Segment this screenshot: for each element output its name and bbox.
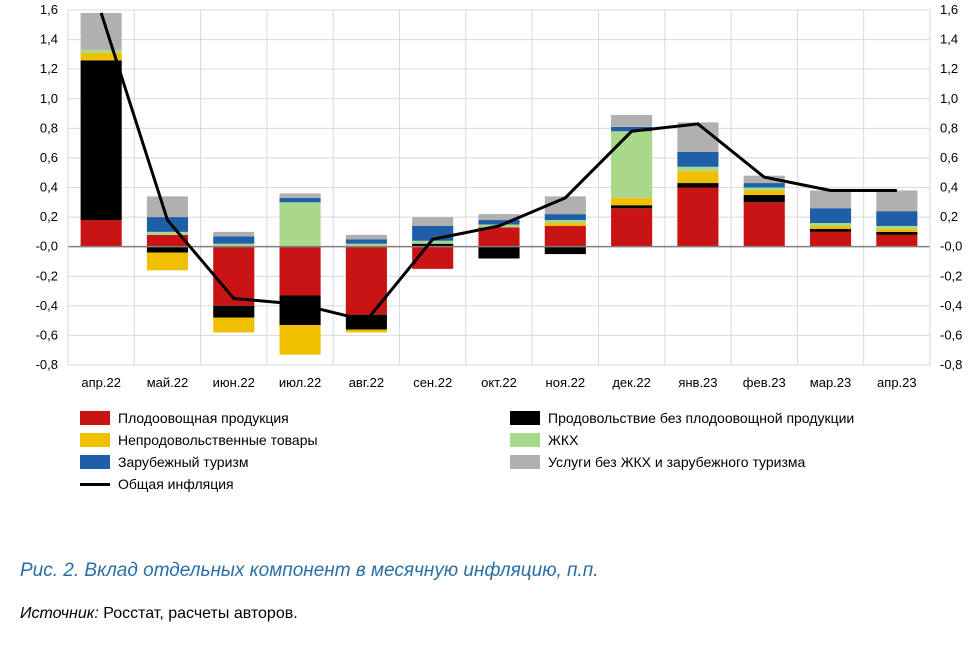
svg-text:май.22: май.22 bbox=[147, 375, 189, 390]
svg-text:июн.22: июн.22 bbox=[213, 375, 255, 390]
svg-text:-0,2: -0,2 bbox=[36, 268, 58, 283]
svg-text:-0,8: -0,8 bbox=[36, 357, 58, 372]
svg-text:мар.23: мар.23 bbox=[810, 375, 851, 390]
svg-text:авг.22: авг.22 bbox=[349, 375, 384, 390]
svg-text:-0,8: -0,8 bbox=[940, 357, 962, 372]
line-swatch bbox=[80, 483, 110, 486]
legend-item: Плодоовощная продукция bbox=[80, 410, 510, 426]
legend-label: Непродовольственные товары bbox=[118, 432, 318, 448]
figure-source: Источник: Росстат, расчеты авторов. bbox=[20, 605, 298, 623]
inflation-contribution-chart: -0,8 -0,8 -0,6 -0,6 -0,4 -0,4 -0,2 -0,2 -0,0 -0,0… bbox=[0, 0, 975, 410]
legend-label: ЖКХ bbox=[548, 432, 578, 448]
svg-text:0,2: 0,2 bbox=[40, 209, 58, 224]
legend: Плодоовощная продукция Продовольствие бе… bbox=[80, 410, 940, 498]
svg-text:-0,2: -0,2 bbox=[940, 268, 962, 283]
legend-item: Продовольствие без плодоовощной продукци… bbox=[510, 410, 940, 426]
svg-text:1,0: 1,0 bbox=[40, 91, 58, 106]
legend-item: Непродовольственные товары bbox=[80, 432, 510, 448]
legend-label: Плодоовощная продукция bbox=[118, 410, 289, 426]
legend-label: Зарубежный туризм bbox=[118, 454, 248, 470]
svg-text:0,6: 0,6 bbox=[940, 150, 958, 165]
svg-text:-0,6: -0,6 bbox=[940, 327, 962, 342]
svg-text:-0,0: -0,0 bbox=[940, 239, 962, 254]
svg-text:апр.23: апр.23 bbox=[877, 375, 917, 390]
svg-text:1,6: 1,6 bbox=[40, 2, 58, 17]
svg-text:1,4: 1,4 bbox=[40, 32, 58, 47]
legend-label: Общая инфляция bbox=[118, 476, 234, 492]
svg-text:0,2: 0,2 bbox=[940, 209, 958, 224]
svg-text:июл.22: июл.22 bbox=[279, 375, 321, 390]
svg-text:апр.22: апр.22 bbox=[81, 375, 121, 390]
svg-text:окт.22: окт.22 bbox=[481, 375, 517, 390]
svg-text:1,2: 1,2 bbox=[940, 61, 958, 76]
legend-item: Общая инфляция bbox=[80, 476, 510, 492]
svg-text:0,6: 0,6 bbox=[40, 150, 58, 165]
legend-item: Зарубежный туризм bbox=[80, 454, 510, 470]
svg-text:0,4: 0,4 bbox=[40, 180, 58, 195]
svg-text:1,6: 1,6 bbox=[940, 2, 958, 17]
svg-text:-0,4: -0,4 bbox=[36, 298, 58, 313]
legend-item: Услуги без ЖКХ и зарубежного туризма bbox=[510, 454, 940, 470]
svg-text:дек.22: дек.22 bbox=[612, 375, 651, 390]
svg-text:0,8: 0,8 bbox=[940, 120, 958, 135]
legend-label: Услуги без ЖКХ и зарубежного туризма bbox=[548, 454, 805, 470]
svg-text:0,8: 0,8 bbox=[40, 120, 58, 135]
svg-text:0,4: 0,4 bbox=[940, 180, 958, 195]
svg-text:-0,6: -0,6 bbox=[36, 327, 58, 342]
legend-item: ЖКХ bbox=[510, 432, 940, 448]
svg-text:янв.23: янв.23 bbox=[678, 375, 717, 390]
legend-label: Продовольствие без плодоовощной продукци… bbox=[548, 410, 854, 426]
svg-text:ноя.22: ноя.22 bbox=[546, 375, 586, 390]
svg-text:1,0: 1,0 bbox=[940, 91, 958, 106]
svg-text:-0,0: -0,0 bbox=[36, 239, 58, 254]
svg-text:сен.22: сен.22 bbox=[413, 375, 452, 390]
svg-text:фев.23: фев.23 bbox=[743, 375, 786, 390]
svg-text:1,2: 1,2 bbox=[40, 61, 58, 76]
svg-text:-0,4: -0,4 bbox=[940, 298, 962, 313]
figure-caption: Рис. 2. Вклад отдельных компонент в меся… bbox=[20, 560, 599, 582]
svg-text:1,4: 1,4 bbox=[940, 32, 958, 47]
